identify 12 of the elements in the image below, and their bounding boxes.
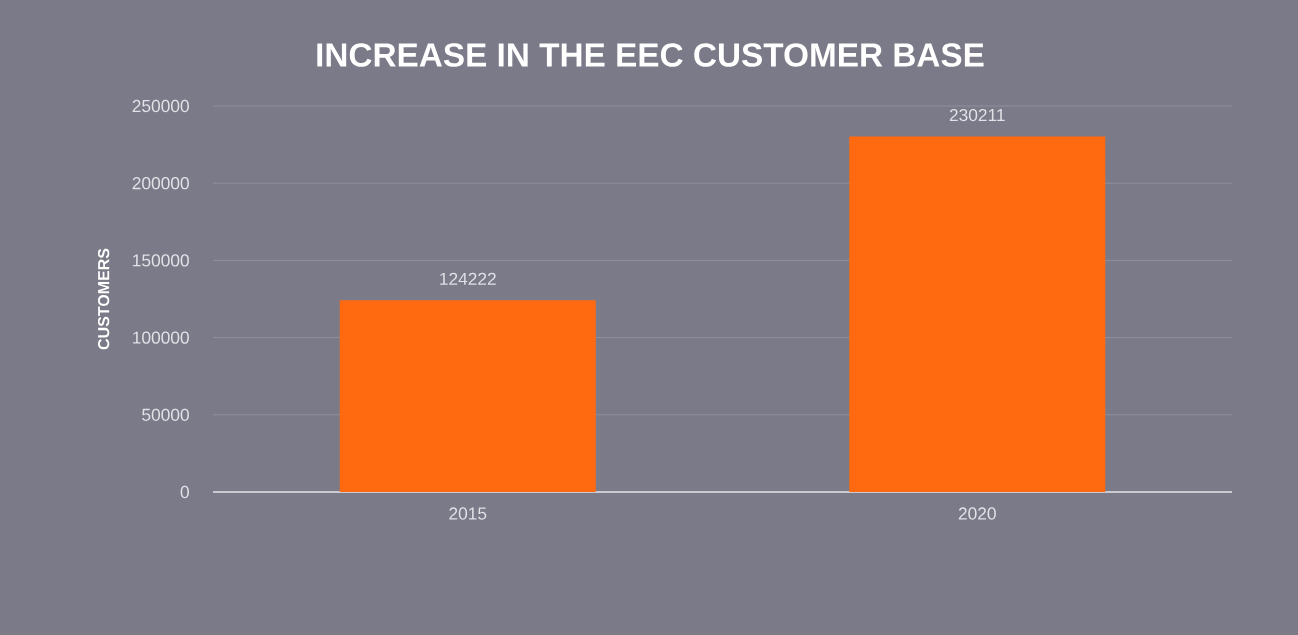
y-tick-label: 250000 [132, 99, 189, 113]
data-label: 230211 [949, 108, 1005, 122]
y-tick-label: 200000 [132, 177, 189, 190]
chart-title: INCREASE IN THE EEC CUSTOMER BASE [317, 43, 984, 67]
y-tick-label: 150000 [133, 254, 189, 267]
y-tick-label: 100000 [133, 331, 189, 344]
x-tick-label: 2015 [449, 507, 487, 520]
y-tick-label: 0 [180, 485, 189, 499]
data-label: 124222 [440, 272, 496, 285]
y-axis-title: CUSTOMERS [97, 248, 110, 350]
x-tick-label: 2020 [958, 507, 996, 520]
y-tick-label: 50000 [142, 408, 189, 421]
